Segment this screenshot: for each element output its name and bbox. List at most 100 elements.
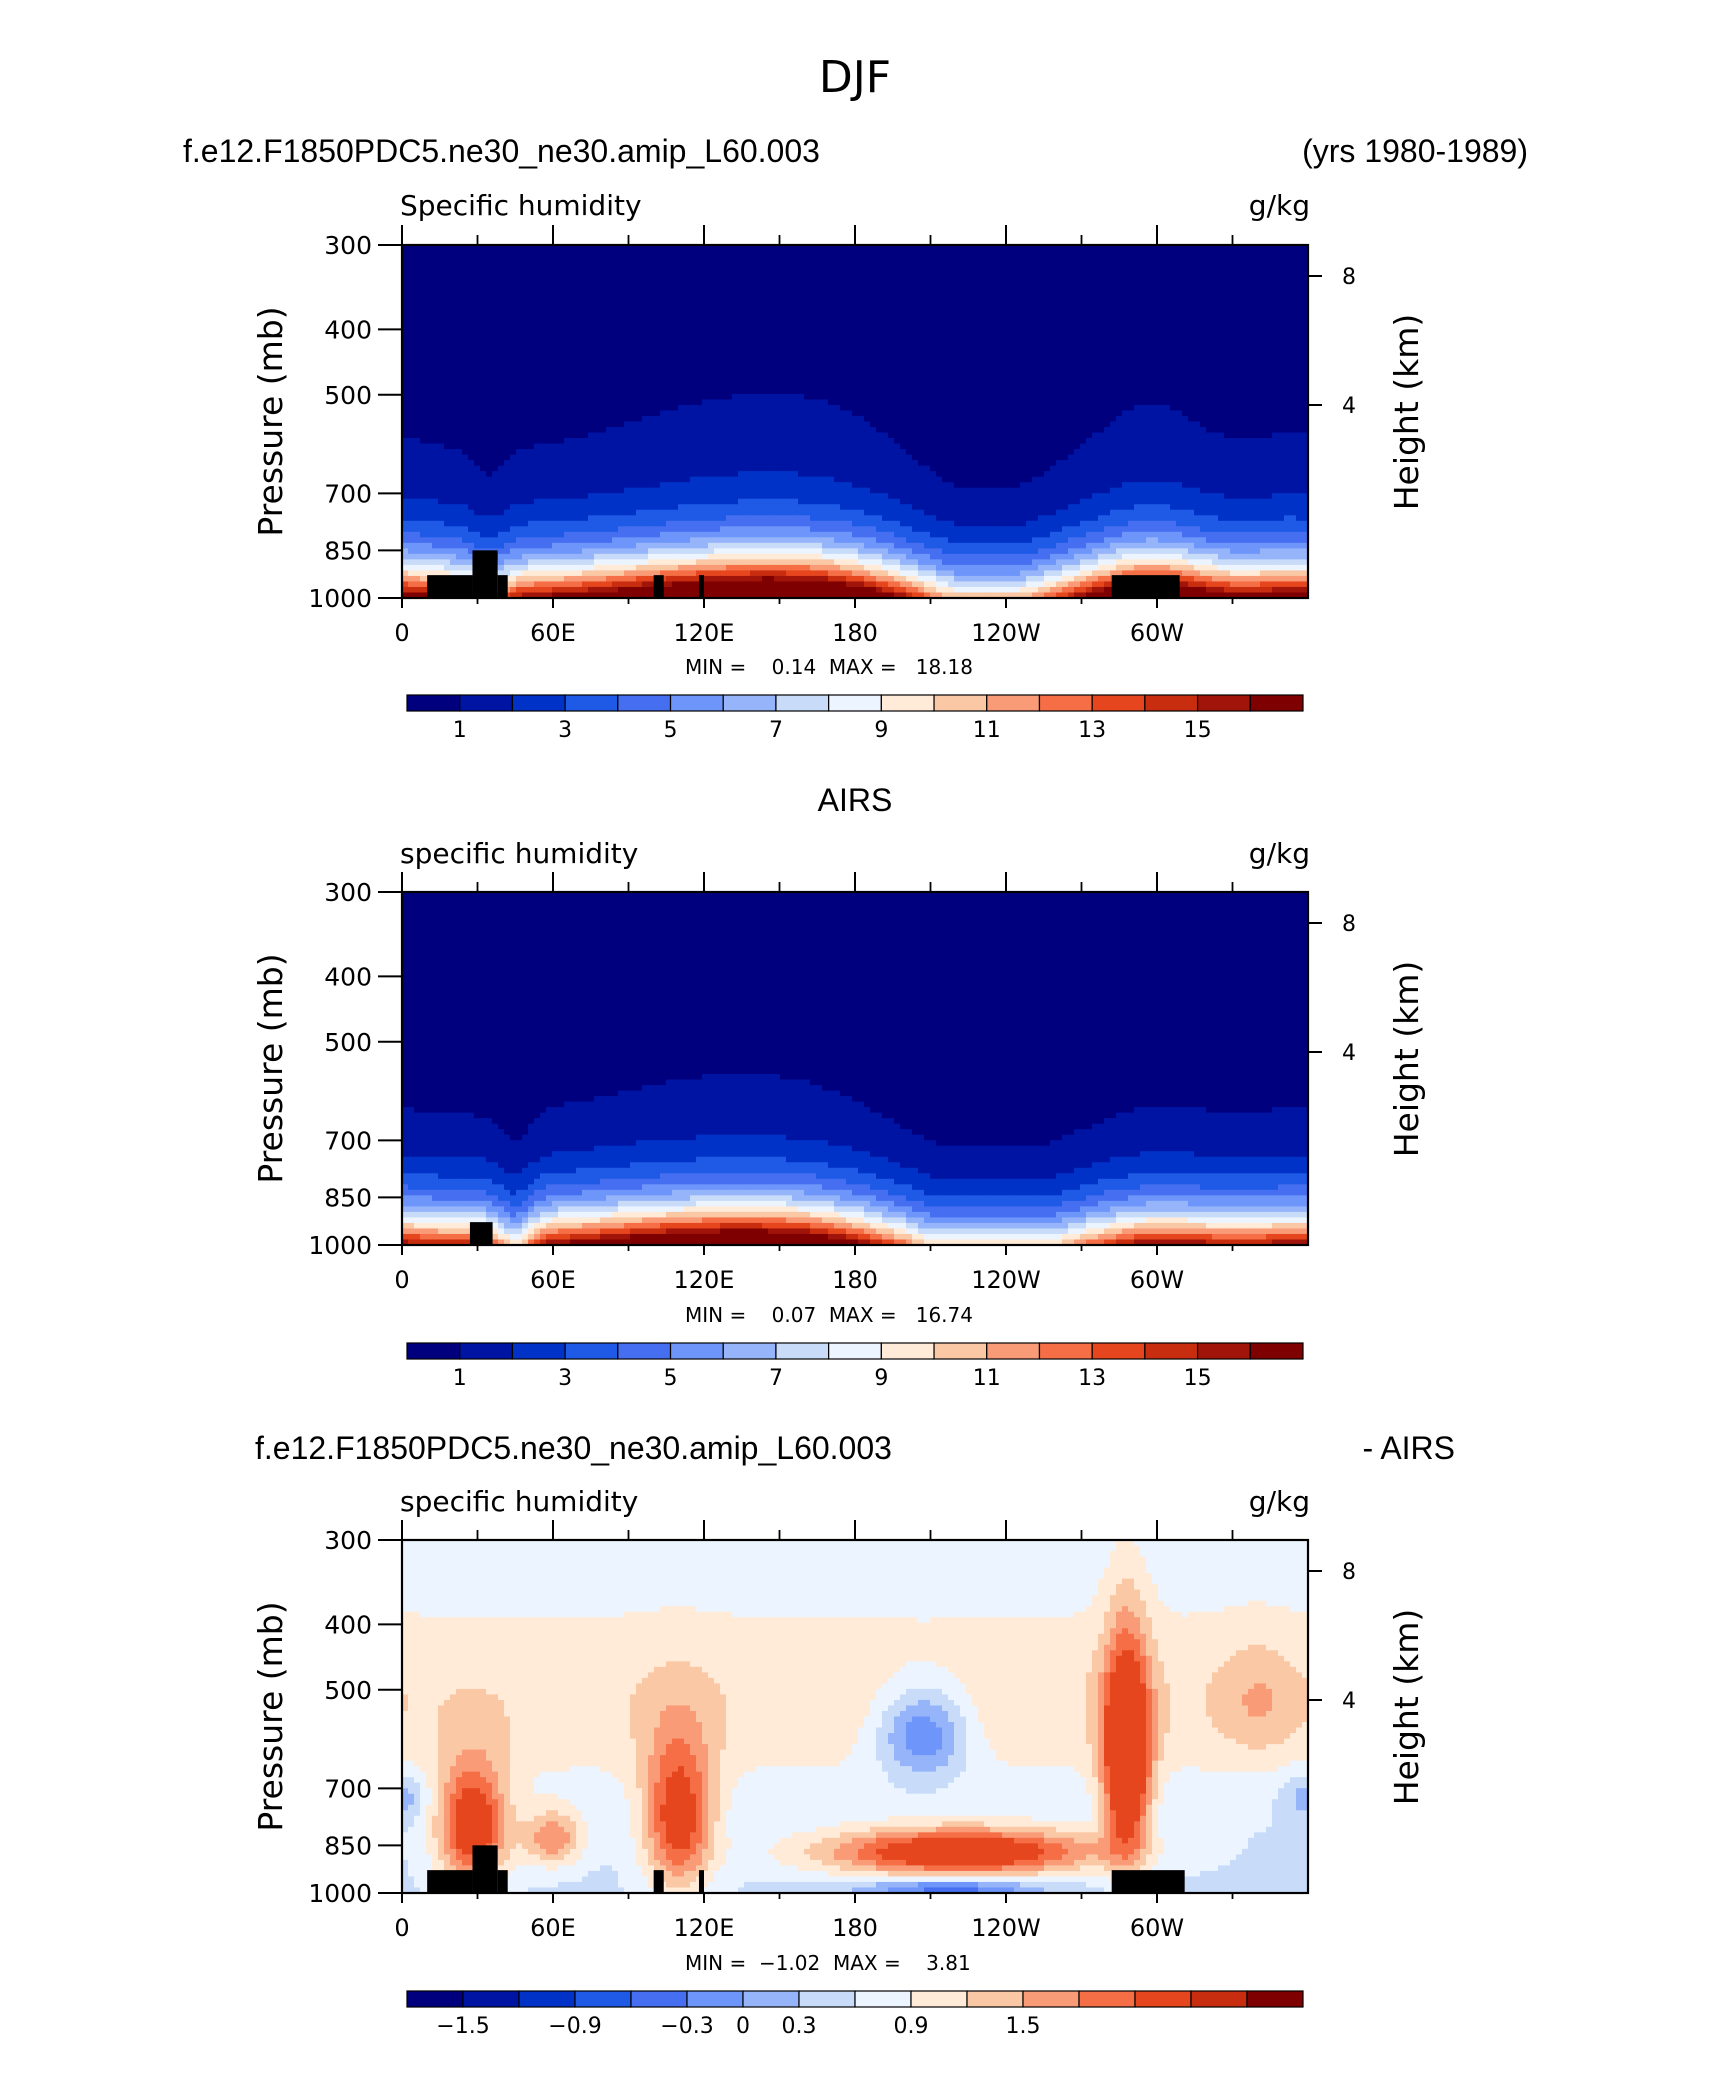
contour-cell [744, 388, 751, 395]
contour-cell [426, 256, 433, 263]
contour-cell [462, 316, 469, 323]
contour-cell [1116, 327, 1123, 334]
contour-cell [1020, 322, 1027, 329]
contour-cell [1068, 289, 1075, 296]
contour-cell [1272, 278, 1279, 285]
contour-cell [672, 399, 679, 406]
contour-cell [1080, 294, 1087, 301]
contour-cell [1092, 382, 1099, 390]
contour-cell [438, 327, 445, 334]
contour-cell [864, 382, 871, 390]
contour-cell [438, 338, 445, 345]
contour-cell [942, 322, 949, 329]
contour-cell [954, 355, 961, 362]
contour-cell [618, 421, 625, 428]
contour-cell [1290, 393, 1297, 401]
contour-cell [876, 256, 883, 263]
contour-cell [906, 421, 913, 428]
contour-cell [408, 415, 415, 423]
contour-cell [738, 410, 745, 417]
contour-cell [492, 283, 499, 290]
contour-cell [804, 399, 811, 406]
contour-cell [600, 421, 607, 428]
contour-cell [1092, 399, 1099, 406]
contour-cell [1260, 305, 1267, 312]
contour-cell [1164, 377, 1171, 384]
contour-cell [1182, 267, 1189, 274]
contour-cell [798, 272, 805, 279]
contour-cell [642, 322, 649, 329]
contour-cell [774, 415, 781, 423]
contour-cell [420, 316, 427, 323]
contour-cell [1218, 261, 1225, 268]
contour-cell [720, 311, 727, 318]
contour-cell [1008, 399, 1015, 406]
contour-cell [504, 355, 511, 362]
contour-cell [756, 261, 763, 268]
contour-cell [414, 311, 421, 318]
contour-cell [822, 415, 829, 423]
contour-cell [570, 349, 577, 357]
contour-cell [672, 311, 679, 318]
contour-cell [1152, 382, 1159, 390]
contour-cell [576, 371, 583, 379]
contour-cell [468, 377, 475, 384]
contour-cell [1122, 338, 1129, 345]
contour-cell [1266, 338, 1273, 345]
contour-cell [1212, 338, 1219, 345]
contour-cell [978, 338, 985, 345]
contour-cell [768, 289, 775, 296]
contour-cell [1242, 415, 1249, 423]
contour-cell [1068, 393, 1075, 401]
contour-cell [564, 261, 571, 268]
contour-cell [1164, 294, 1171, 301]
contour-cell [540, 366, 547, 373]
contour-cell [1206, 322, 1213, 329]
contour-cell [552, 415, 559, 423]
contour-cell [516, 360, 523, 368]
contour-cell [486, 289, 493, 296]
contour-cell [696, 278, 703, 285]
contour-cell [678, 316, 685, 323]
contour-cell [786, 278, 793, 285]
contour-cell [894, 327, 901, 334]
contour-cell [1116, 300, 1123, 307]
contour-cell [1254, 344, 1261, 351]
contour-cell [774, 377, 781, 384]
contour-cell [1038, 327, 1045, 334]
contour-cell [930, 415, 937, 423]
contour-cell [1068, 349, 1075, 357]
contour-cell [468, 289, 475, 296]
contour-cell [1266, 283, 1273, 290]
contour-cell [744, 366, 751, 373]
contour-cell [816, 360, 823, 368]
contour-cell [744, 289, 751, 296]
contour-cell [606, 327, 613, 334]
contour-cell [678, 366, 685, 373]
contour-cell [618, 256, 625, 263]
contour-cell [618, 245, 625, 252]
contour-cell [972, 333, 979, 340]
contour-cell [414, 305, 421, 312]
contour-cell [1098, 267, 1105, 274]
contour-cell [1284, 316, 1291, 323]
contour-cell [624, 393, 631, 401]
contour-cell [816, 278, 823, 285]
contour-cell [582, 399, 589, 406]
contour-cell [1074, 338, 1081, 345]
contour-cell [1242, 355, 1249, 362]
contour-cell [1074, 388, 1081, 395]
contour-cell [1062, 327, 1069, 334]
contour-cell [576, 245, 583, 252]
contour-cell [474, 267, 481, 274]
contour-cell [1038, 410, 1045, 417]
contour-cell [1236, 360, 1243, 368]
contour-cell [468, 300, 475, 307]
contour-cell [420, 338, 427, 345]
contour-cell [438, 371, 445, 379]
contour-cell [540, 278, 547, 285]
contour-cell [834, 360, 841, 368]
contour-cell [498, 250, 505, 257]
contour-cell [624, 322, 631, 329]
contour-cell [1098, 278, 1105, 285]
